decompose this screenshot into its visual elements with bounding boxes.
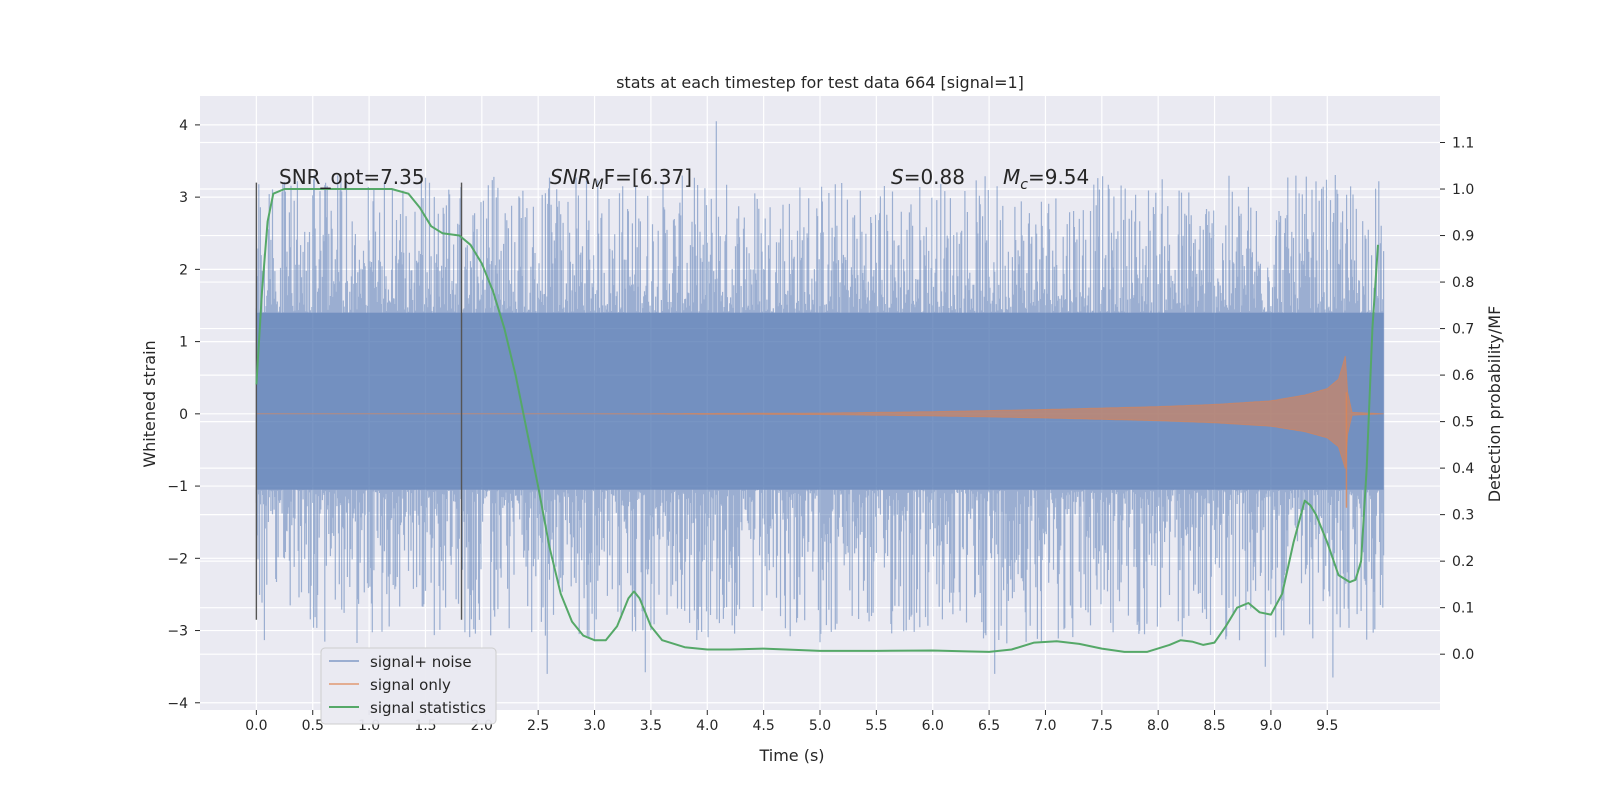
annotation-mc-main: M xyxy=(1003,165,1020,189)
x-tick-label: 4.0 xyxy=(696,718,718,734)
y-right-tick-label: 0.7 xyxy=(1452,322,1474,338)
y-axis-ticks: 4 3 2 1 0 −1 −2 −3 −4 xyxy=(167,118,200,712)
legend-label-signal-only: signal only xyxy=(370,676,451,694)
y-right-tick-label: 0.8 xyxy=(1452,275,1474,291)
x-tick-label: 5.5 xyxy=(865,718,887,734)
annotation-snr-mf: SNRMF=[6.37] xyxy=(550,165,692,193)
annotation-snr-mf-rest: F=[6.37] xyxy=(604,165,692,189)
x-axis-label: Time (s) xyxy=(758,746,824,765)
y-right-axis-label: Detection probability/MF xyxy=(1485,306,1504,503)
y-tick-label: −1 xyxy=(167,479,188,495)
x-tick-label: 7.0 xyxy=(1034,718,1056,734)
x-tick-label: 6.5 xyxy=(978,718,1000,734)
x-tick-label: 0.0 xyxy=(245,718,267,734)
legend-label-signal-statistics: signal statistics xyxy=(370,699,486,717)
x-tick-label: 9.0 xyxy=(1260,718,1282,734)
y-right-tick-label: 0.5 xyxy=(1452,415,1474,431)
x-tick-label: 8.5 xyxy=(1203,718,1225,734)
annotation-mc-rest: =9.54 xyxy=(1028,165,1089,189)
y-right-tick-label: 0.1 xyxy=(1452,601,1474,617)
y-right-tick-label: 0.9 xyxy=(1452,229,1474,245)
series-signal-statistics xyxy=(255,188,1379,653)
x-tick-label: 3.5 xyxy=(640,718,662,734)
x-tick-label: 3.0 xyxy=(583,718,605,734)
x-tick-label: 5.0 xyxy=(809,718,831,734)
annotation-snr-mf-sub: M xyxy=(592,177,604,193)
y-right-tick-label: 0.2 xyxy=(1452,554,1474,570)
y-tick-label: 1 xyxy=(179,335,188,351)
y-right-tick-label: 0.3 xyxy=(1452,508,1474,524)
y-tick-label: −2 xyxy=(167,551,188,567)
y-tick-label: 0 xyxy=(179,407,188,423)
annotation-mc-sub: c xyxy=(1020,177,1028,193)
x-tick-label: 6.0 xyxy=(922,718,944,734)
y-tick-label: 2 xyxy=(179,262,188,278)
series-signal-only xyxy=(256,355,1384,508)
legend-box xyxy=(320,647,497,725)
y-right-axis-ticks: 1.1 1.0 0.9 0.8 0.7 0.6 0.5 0.4 0.3 0.2 0.1 0.0 xyxy=(1440,136,1474,663)
series-signal-noise xyxy=(255,121,1385,678)
x-tick-label: 9.5 xyxy=(1316,718,1338,734)
y-right-tick-label: 0.0 xyxy=(1452,647,1474,663)
y-axis-label: Whitened strain xyxy=(140,340,159,467)
annotation-s: S=0.88 xyxy=(891,165,965,189)
signal-only-waveform xyxy=(256,355,1384,469)
chart-title: stats at each timestep for test data 664… xyxy=(616,73,1024,92)
y-tick-label: −4 xyxy=(167,696,188,712)
x-tick-label: 4.5 xyxy=(753,718,775,734)
annotation-s-main: S xyxy=(891,165,904,189)
y-right-tick-label: 0.4 xyxy=(1452,461,1474,477)
x-tick-label: 0.5 xyxy=(302,718,324,734)
signal-statistics-line xyxy=(255,188,1379,653)
x-tick-label: 2.5 xyxy=(527,718,549,734)
y-tick-label: 3 xyxy=(179,190,188,206)
annotation-s-rest: =0.88 xyxy=(904,165,965,189)
x-tick-label: 8.0 xyxy=(1147,718,1169,734)
y-tick-label: 4 xyxy=(179,118,188,134)
vertical-markers xyxy=(255,182,463,620)
legend: signal+ noise signal only signal statist… xyxy=(320,647,497,725)
annotation-snr-mf-main: SNR xyxy=(550,165,592,189)
y-tick-label: −3 xyxy=(167,624,188,640)
legend-label-signal-noise: signal+ noise xyxy=(370,653,472,671)
x-tick-label: 7.5 xyxy=(1091,718,1113,734)
annotation-mc: Mc=9.54 xyxy=(1003,165,1089,193)
y-right-tick-label: 1.1 xyxy=(1452,136,1474,152)
annotation-snr-opt: SNR_opt=7.35 xyxy=(279,165,425,189)
x-axis-ticks: 0.0 0.5 1.0 1.5 2.0 2.5 3.0 3.5 4.0 4.5 5.0 5.5 6.0 6… xyxy=(245,710,1338,734)
y-right-tick-label: 1.0 xyxy=(1452,182,1474,198)
y-right-tick-label: 0.6 xyxy=(1452,368,1474,384)
